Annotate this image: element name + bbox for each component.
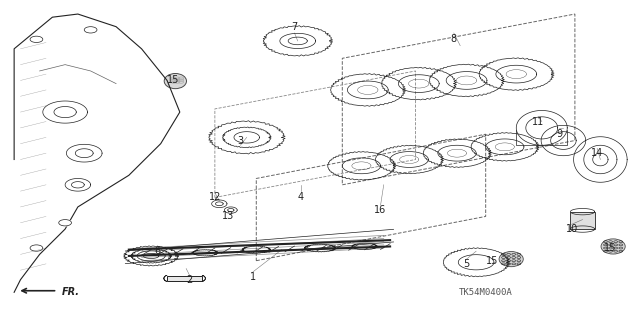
Text: 7: 7 [291,22,298,32]
Text: 6: 6 [154,246,161,256]
Text: 2: 2 [186,275,193,285]
Ellipse shape [601,239,625,254]
Text: 4: 4 [298,192,304,203]
Text: 9: 9 [556,129,562,139]
Text: FR.: FR. [62,287,80,297]
Bar [570,212,595,229]
Text: 10: 10 [566,224,578,234]
Text: TK54M0400A: TK54M0400A [459,288,513,297]
Circle shape [59,219,72,226]
Text: 15: 15 [486,256,498,266]
Text: 15: 15 [167,76,180,85]
Text: 15: 15 [604,243,616,253]
Ellipse shape [164,73,186,89]
Bar [167,276,202,281]
Text: 5: 5 [463,259,470,269]
Text: 12: 12 [209,192,221,203]
Circle shape [30,245,43,251]
Text: 13: 13 [221,211,234,221]
Text: 8: 8 [451,34,457,44]
Text: 14: 14 [591,148,604,158]
Text: 16: 16 [374,205,387,215]
Text: 11: 11 [532,116,545,127]
Ellipse shape [499,251,524,267]
Circle shape [84,27,97,33]
Circle shape [30,36,43,42]
Text: 3: 3 [237,136,243,145]
Text: 1: 1 [250,271,256,281]
